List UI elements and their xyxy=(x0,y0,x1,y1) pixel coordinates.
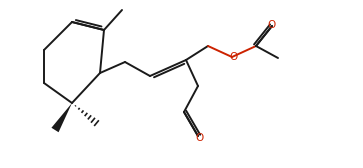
Polygon shape xyxy=(52,103,72,132)
Text: O: O xyxy=(195,133,203,143)
Text: O: O xyxy=(268,20,276,30)
Text: O: O xyxy=(229,52,237,62)
